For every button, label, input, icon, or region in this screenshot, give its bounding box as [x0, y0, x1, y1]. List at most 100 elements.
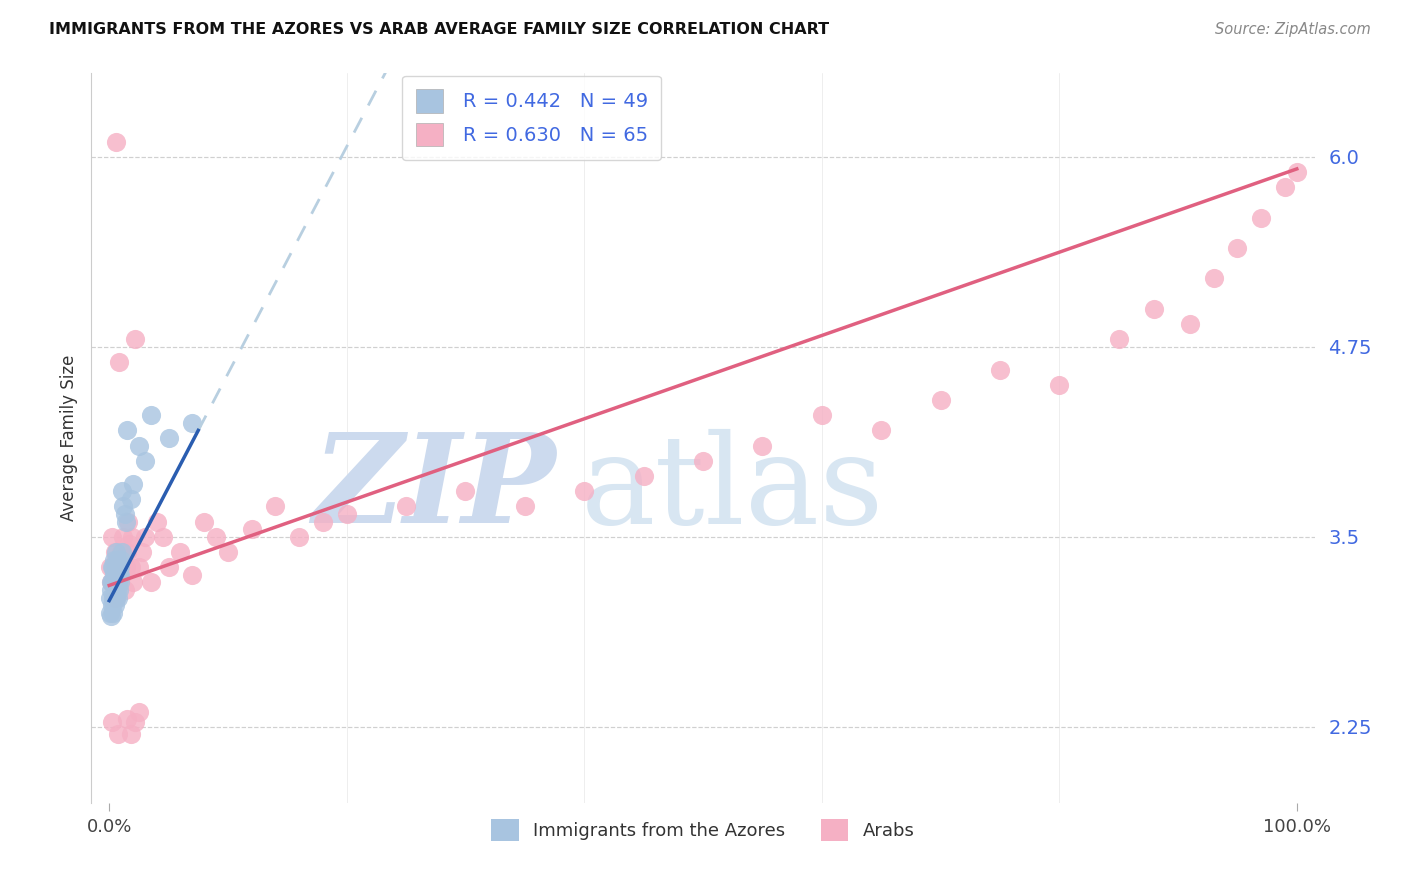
Point	[103, 591, 125, 605]
Point	[115, 545, 138, 559]
Point	[100, 560, 122, 574]
Point	[1202, 271, 1225, 285]
Point	[1226, 241, 1249, 255]
Point	[110, 567, 132, 582]
Point	[107, 560, 129, 574]
Point	[120, 727, 142, 741]
Point	[105, 560, 128, 574]
Point	[810, 408, 832, 422]
Text: Source: ZipAtlas.com: Source: ZipAtlas.com	[1215, 22, 1371, 37]
Point	[107, 567, 129, 582]
Point	[336, 507, 359, 521]
Point	[157, 431, 180, 445]
Point	[107, 591, 129, 605]
Point	[100, 606, 122, 620]
Point	[111, 567, 134, 582]
Point	[100, 575, 122, 590]
Point	[115, 423, 138, 437]
Point	[107, 575, 129, 590]
Point	[574, 484, 596, 499]
Text: ZIP: ZIP	[312, 428, 557, 549]
Point	[751, 439, 773, 453]
Point	[870, 423, 893, 437]
Point	[134, 530, 156, 544]
Point	[1143, 301, 1166, 316]
Point	[181, 567, 204, 582]
Point	[103, 591, 125, 605]
Point	[104, 582, 127, 597]
Point	[100, 582, 122, 597]
Point	[134, 454, 156, 468]
Point	[1250, 211, 1272, 225]
Point	[1178, 317, 1201, 331]
Point	[114, 582, 136, 597]
Point	[122, 575, 145, 590]
Point	[105, 552, 128, 566]
Legend: Immigrants from the Azores, Arabs: Immigrants from the Azores, Arabs	[484, 812, 922, 848]
Point	[1285, 165, 1308, 179]
Point	[193, 515, 215, 529]
Point	[110, 545, 132, 559]
Point	[454, 484, 477, 499]
Point	[108, 567, 131, 582]
Point	[139, 408, 162, 422]
Point	[288, 530, 311, 544]
Point	[124, 715, 146, 730]
Point	[108, 575, 131, 590]
Point	[217, 545, 239, 559]
Point	[108, 560, 131, 574]
Point	[120, 560, 142, 574]
Point	[101, 598, 124, 612]
Point	[118, 537, 141, 551]
Point	[120, 491, 142, 506]
Point	[100, 575, 122, 590]
Point	[128, 439, 150, 453]
Point	[114, 515, 136, 529]
Point	[633, 469, 655, 483]
Point	[100, 608, 122, 623]
Point	[111, 484, 134, 499]
Point	[152, 530, 174, 544]
Point	[105, 545, 128, 559]
Point	[103, 567, 125, 582]
Point	[117, 515, 139, 529]
Point	[107, 575, 129, 590]
Point	[181, 416, 204, 430]
Point	[121, 530, 143, 544]
Point	[104, 591, 127, 605]
Point	[114, 560, 136, 574]
Point	[1047, 377, 1070, 392]
Point	[988, 362, 1011, 376]
Point	[111, 545, 134, 559]
Text: atlas: atlas	[581, 428, 884, 549]
Point	[205, 530, 228, 544]
Point	[104, 135, 127, 149]
Point	[139, 575, 162, 590]
Point	[124, 332, 146, 346]
Point	[929, 392, 952, 407]
Point	[105, 560, 128, 574]
Point	[157, 560, 180, 574]
Point	[105, 552, 128, 566]
Point	[1274, 180, 1296, 194]
Point	[107, 355, 129, 369]
Point	[100, 560, 122, 574]
Point	[513, 500, 536, 514]
Point	[101, 606, 124, 620]
Point	[104, 575, 127, 590]
Point	[101, 560, 124, 574]
Point	[101, 591, 124, 605]
Point	[128, 705, 150, 719]
Point	[103, 552, 125, 566]
Point	[104, 545, 127, 559]
Point	[105, 567, 128, 582]
Point	[103, 591, 125, 605]
Point	[98, 591, 121, 605]
Point	[104, 598, 127, 612]
Point	[108, 582, 131, 597]
Y-axis label: Average Family Size: Average Family Size	[59, 355, 77, 521]
Point	[103, 575, 125, 590]
Point	[115, 712, 138, 726]
Point	[240, 522, 263, 536]
Point	[103, 575, 125, 590]
